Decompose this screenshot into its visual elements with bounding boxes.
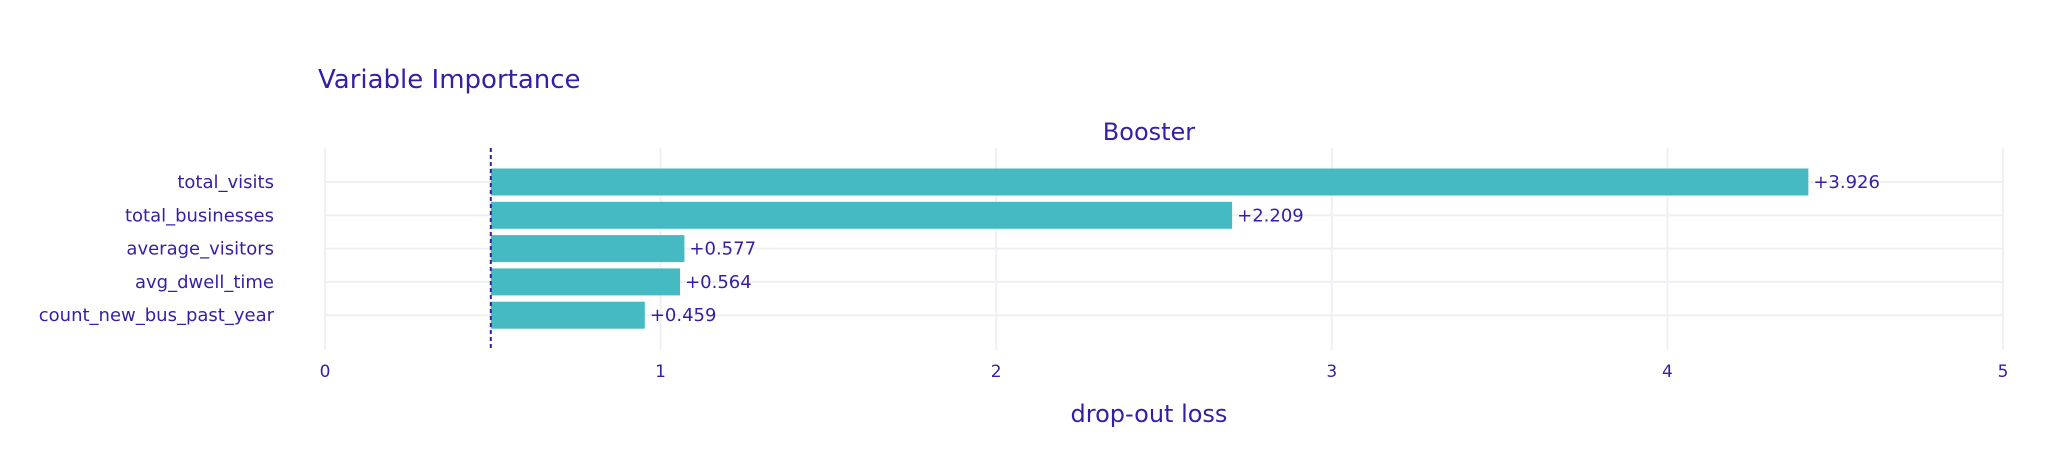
x-tick-label: 5 [1998, 362, 2009, 382]
bar-total_businesses [490, 201, 1233, 229]
bars [490, 168, 1809, 329]
y-category-label: total_visits [177, 172, 274, 193]
bar-total_visits [490, 168, 1809, 196]
bar-value-label: +0.577 [689, 239, 756, 260]
bar-value-label: +2.209 [1237, 205, 1304, 226]
y-category-label: total_businesses [125, 205, 274, 226]
y-category-label: avg_dwell_time [135, 272, 274, 293]
panel-subtitle: Booster [1103, 118, 1196, 146]
bar-value-label: +3.926 [1813, 172, 1880, 193]
chart-title: Variable Importance [318, 65, 581, 95]
y-axis-labels: total_visits total_businesses average_visi… [39, 172, 275, 326]
x-tick-label: 3 [1326, 362, 1337, 382]
bar-value-label: +0.459 [650, 305, 717, 326]
x-axis-title: drop-out loss [1071, 400, 1228, 428]
y-category-label: count_new_bus_past_year [39, 305, 275, 326]
bar-avg_dwell_time [490, 268, 681, 296]
bar-labels: +3.926 +2.209 +0.577 +0.564 +0.459 [650, 172, 1880, 326]
bar-count_new_bus_past_year [490, 301, 645, 329]
x-tick-label: 2 [991, 362, 1002, 382]
bar-average_visitors [490, 235, 685, 263]
bar-value-label: +0.564 [685, 272, 752, 293]
x-tick-label: 4 [1662, 362, 1673, 382]
x-tick-label: 0 [320, 362, 331, 382]
x-tick-label: 1 [655, 362, 666, 382]
x-axis-ticks: 0 1 2 3 4 5 [320, 362, 2009, 382]
y-category-label: average_visitors [126, 239, 274, 260]
